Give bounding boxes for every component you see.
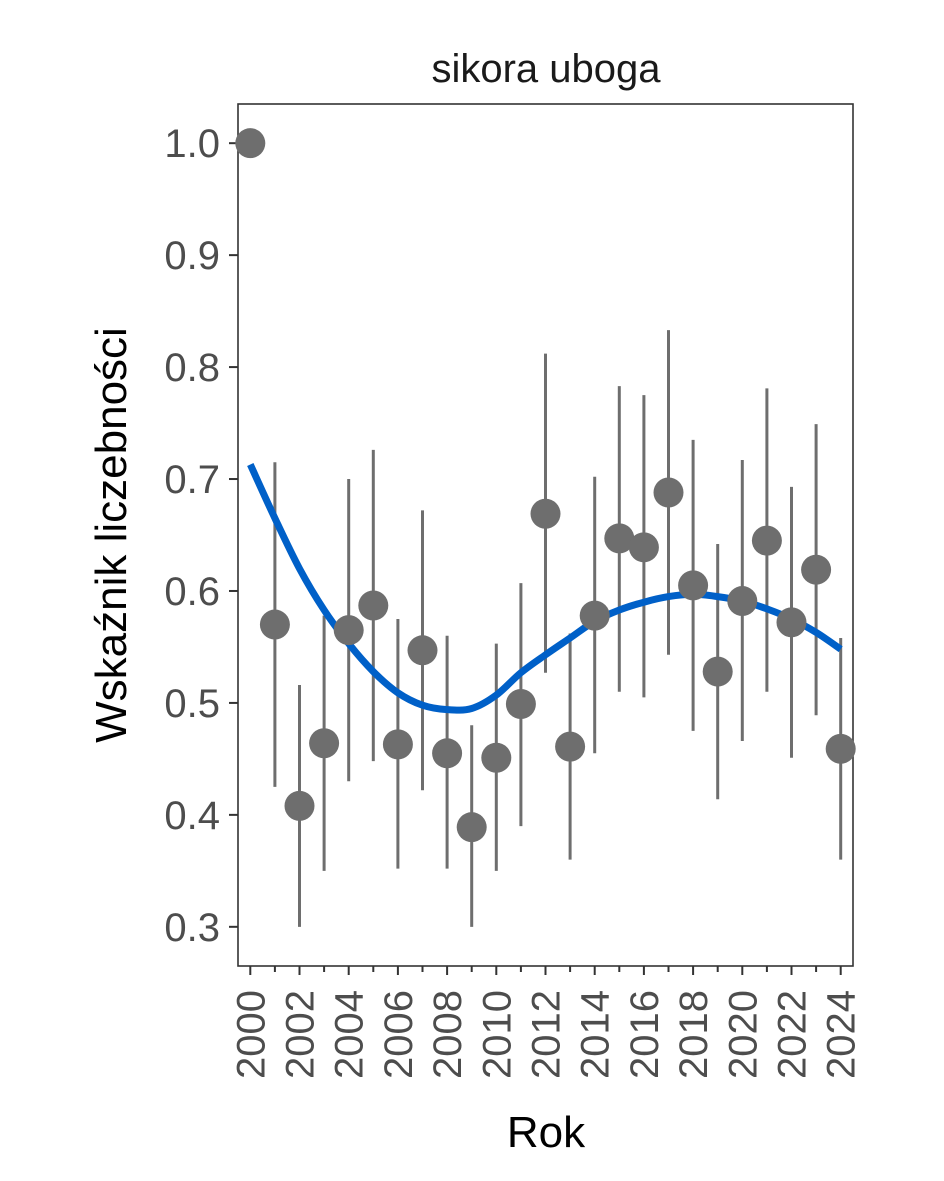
x-tick-label: 2002 [279,990,323,1079]
y-axis: 0.3 0.4 0.5 0.6 0.7 0.8 0.9 1.0 [164,122,238,950]
x-tick-label: 2006 [377,990,421,1079]
x-tick-label: 2016 [623,990,667,1079]
x-tick-label: 2018 [672,990,716,1079]
y-tick-label: 0.9 [164,234,220,278]
data-point [456,812,487,843]
x-tick-label: 2020 [721,990,765,1079]
x-tick-label: 2004 [328,990,372,1079]
y-tick-label: 0.3 [164,906,220,950]
data-point [481,742,512,773]
data-point [309,728,340,759]
data-point [801,554,832,585]
x-tick-label: 2008 [426,990,470,1079]
y-tick-label: 0.5 [164,682,220,726]
y-tick-label: 1.0 [164,122,220,166]
y-tick-label: 0.7 [164,458,220,502]
data-point [604,523,635,554]
data-point [555,731,586,762]
data-point [751,525,782,556]
x-tick-label: 2012 [525,990,569,1079]
data-point [432,738,463,769]
y-axis-title: Wskaźnik liczebności [87,327,136,743]
data-point [407,635,438,666]
x-tick-label: 2014 [574,990,618,1079]
data-point [530,498,561,529]
data-point [776,607,807,638]
y-tick-label: 0.6 [164,570,220,614]
chart-title: sikora uboga [431,47,661,91]
y-tick-label: 0.8 [164,346,220,390]
data-point [678,570,709,601]
x-tick-label: 2024 [820,990,864,1079]
data-point [235,128,266,159]
data-point [358,590,389,621]
data-point [825,733,856,764]
x-tick-label: 2010 [475,990,519,1079]
data-point [628,532,659,563]
data-point [382,729,413,760]
x-axis-title: Rok [507,1108,586,1157]
data-point [727,586,758,617]
y-tick-label: 0.4 [164,794,220,838]
data-point [333,615,364,646]
data-point [505,689,536,720]
x-tick-label: 2022 [771,990,815,1079]
x-axis: 2000 2002 2004 2006 2008 2010 2012 2014 2016 2018… [229,966,864,1079]
data-point [579,600,610,631]
data-point [702,656,733,687]
data-point [653,477,684,508]
data-point [284,790,315,821]
x-tick-label: 2000 [229,990,273,1079]
data-point [259,609,290,640]
data-points [235,128,856,843]
